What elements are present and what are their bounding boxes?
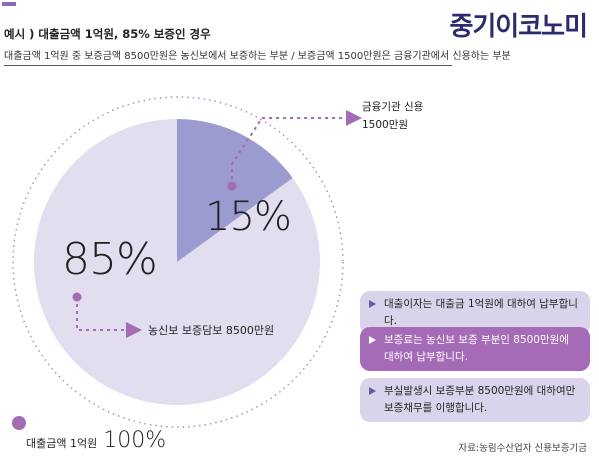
note-2-line2: 대하여 납부합니다. (384, 351, 468, 363)
callout-85: 농신보 보증담보 8500만원 (148, 324, 275, 337)
callout-line-15 (231, 117, 346, 186)
callout-15: 금융기관 신용 1500만원 (362, 98, 423, 134)
slice-label-85: 85% (62, 234, 158, 285)
source-note: 자료:농림수산업자 신용보증기금 (458, 443, 587, 454)
callout-15-line1: 금융기관 신용 (362, 101, 424, 113)
callout-dot-85 (72, 292, 82, 302)
callout-arrow-15 (346, 110, 362, 126)
page-subtitle: 대출금액 1억원 중 보증금액 8500만원은 농신보에서 보증하는 부분 / … (4, 51, 511, 62)
slice-label-15: 15% (205, 194, 292, 240)
page-title: 예시 ) 대출금액 1억원, 85% 보증인 경우 (4, 27, 211, 41)
note-arrow-icon (369, 387, 376, 395)
callout-line-85 (76, 297, 126, 331)
callout-dot-15 (227, 181, 237, 191)
brand-logo: 중기이코노미 (449, 12, 588, 42)
callout-15-line2: 1500만원 (362, 119, 409, 131)
pie-slice-15 (177, 119, 293, 262)
callout-arrow-85 (126, 322, 142, 338)
note-2-line1: 보증료는 농신보 보증 부분인 8500만원에 (384, 334, 569, 346)
note-3-line2: 보증채무를 이행합니다. (384, 402, 488, 414)
note-3-line1: 부실발생시 보증부분 8500만원에 대하여만 (384, 385, 576, 397)
pie-slice-85 (33, 119, 320, 405)
note-arrow-icon (369, 336, 376, 344)
header-divider (4, 65, 452, 66)
outer-guide-circle (12, 96, 344, 428)
note-1-text: 대출이자는 대출금 1억원에 대하여 납부합니다. (384, 298, 578, 327)
total-dot (12, 416, 26, 430)
note-arrow-icon (369, 300, 376, 308)
total-label: 대출금액 1억원 100% (26, 428, 166, 453)
total-percent: 100% (103, 428, 167, 453)
note-box-2: 보증료는 농신보 보증 부분인 8500만원에 대하여 납부합니다. (360, 327, 590, 371)
header-accent-bar (2, 2, 16, 6)
note-box-3: 부실발생시 보증부분 8500만원에 대하여만 보증채무를 이행합니다. (360, 378, 590, 422)
total-text: 대출금액 1억원 (26, 437, 98, 450)
